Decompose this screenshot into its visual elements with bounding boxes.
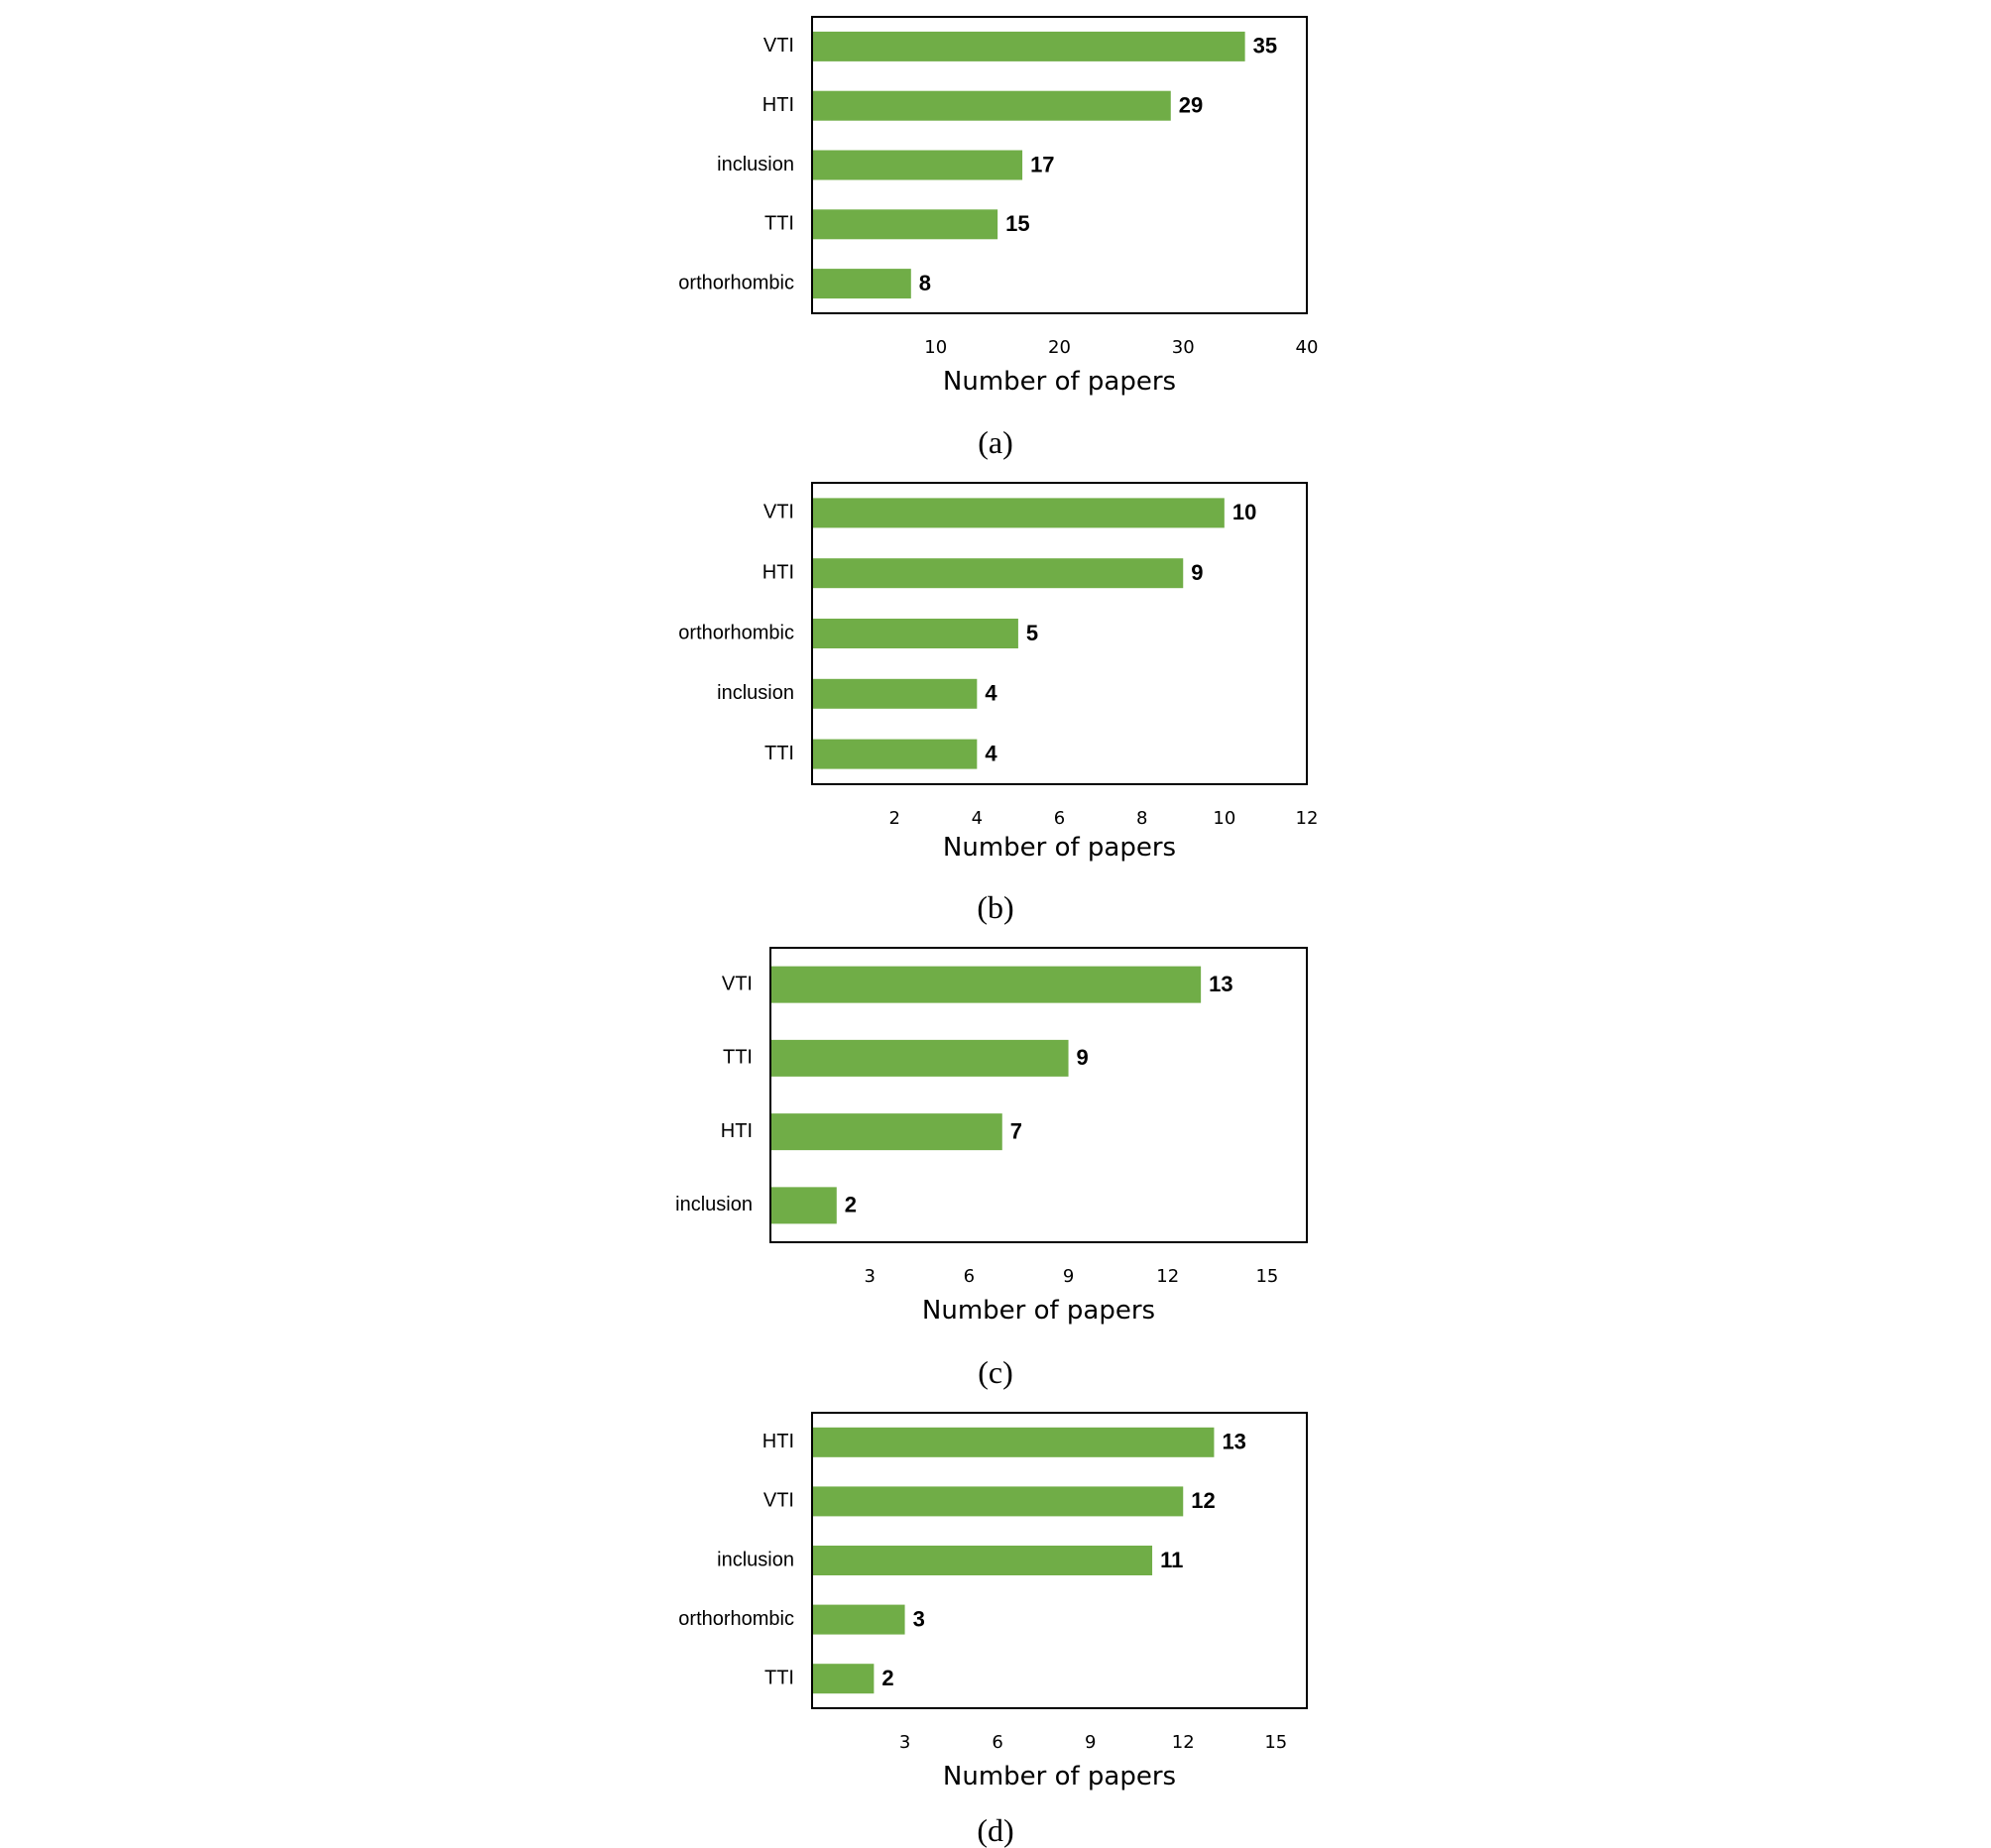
x-tick-label-d-4: 15 xyxy=(1264,1732,1287,1753)
data-label-d-3: 3 xyxy=(913,1606,925,1631)
x-axis-label-c: Number of papers xyxy=(922,1296,1155,1326)
x-tick-label-b-0: 2 xyxy=(888,808,899,829)
bar-a-1 xyxy=(813,90,1171,121)
bar-d-3 xyxy=(813,1604,905,1635)
bar-c-2 xyxy=(771,1113,1002,1151)
category-label-a-0: VTI xyxy=(763,35,794,57)
data-label-b-3: 4 xyxy=(985,681,997,706)
data-label-d-2: 11 xyxy=(1160,1548,1183,1572)
data-label-a-3: 15 xyxy=(1005,211,1029,236)
x-tick-label-d-2: 9 xyxy=(1085,1732,1096,1753)
category-label-d-2: inclusion xyxy=(717,1549,794,1570)
data-label-c-2: 7 xyxy=(1010,1118,1022,1143)
data-label-c-0: 13 xyxy=(1209,972,1232,996)
x-tick-label-c-1: 6 xyxy=(964,1266,975,1287)
data-label-c-1: 9 xyxy=(1077,1045,1089,1070)
x-tick-label-c-2: 9 xyxy=(1063,1266,1074,1287)
plot-frame-c xyxy=(769,947,1308,1243)
panel-caption-b: (b) xyxy=(977,889,1013,925)
bar-b-2 xyxy=(813,619,1018,648)
category-label-b-3: inclusion xyxy=(717,682,794,704)
bar-b-1 xyxy=(813,558,1184,589)
x-tick-label-c-3: 12 xyxy=(1156,1266,1179,1287)
category-label-d-4: TTI xyxy=(764,1667,794,1688)
data-label-b-0: 10 xyxy=(1232,500,1256,524)
category-label-c-0: VTI xyxy=(722,973,753,994)
bar-c-1 xyxy=(771,1039,1069,1077)
data-label-a-0: 35 xyxy=(1253,34,1277,58)
category-label-b-0: VTI xyxy=(763,502,794,523)
x-tick-label-b-5: 12 xyxy=(1296,808,1319,829)
x-tick-label-d-1: 6 xyxy=(992,1732,1002,1753)
bar-d-0 xyxy=(813,1427,1215,1457)
x-tick-label-d-3: 12 xyxy=(1172,1732,1195,1753)
category-label-a-4: orthorhombic xyxy=(678,272,794,293)
bar-c-0 xyxy=(771,966,1202,1003)
category-label-b-4: TTI xyxy=(764,743,794,764)
x-tick-label-a-2: 30 xyxy=(1172,337,1195,358)
bar-b-0 xyxy=(813,498,1225,528)
panel-caption-a: (a) xyxy=(978,424,1013,460)
x-tick-label-a-3: 40 xyxy=(1296,337,1319,358)
data-label-d-1: 12 xyxy=(1191,1488,1215,1513)
category-label-a-2: inclusion xyxy=(717,154,794,175)
category-label-c-3: inclusion xyxy=(675,1194,753,1215)
x-tick-label-d-0: 3 xyxy=(899,1732,910,1753)
chart-panel-b: VTI 10 HTI 9 orthorhombic 5 inclusion 4 TTI 4 2 4 6 8… xyxy=(678,482,1319,925)
category-label-d-0: HTI xyxy=(762,1431,794,1452)
category-label-c-1: TTI xyxy=(723,1047,753,1069)
x-tick-label-b-3: 8 xyxy=(1136,808,1147,829)
bar-b-4 xyxy=(813,739,978,769)
bar-a-0 xyxy=(813,31,1245,61)
chart-panel-a: VTI 35 HTI 29 inclusion 17 TTI 15 orthorhombic 8 1… xyxy=(678,16,1319,460)
data-label-a-4: 8 xyxy=(919,271,931,295)
chart-panel-d: HTI 13 VTI 12 inclusion 11 orthorhombic 3 TTI 2 3 6… xyxy=(678,1412,1308,1848)
bar-d-4 xyxy=(813,1664,875,1694)
category-label-c-2: HTI xyxy=(721,1120,753,1142)
plot-frame-d xyxy=(811,1412,1308,1709)
data-label-d-0: 13 xyxy=(1222,1430,1245,1454)
bar-d-1 xyxy=(813,1486,1184,1517)
bar-a-4 xyxy=(813,269,911,299)
category-label-a-3: TTI xyxy=(764,213,794,235)
category-label-d-3: orthorhombic xyxy=(678,1608,794,1630)
plot-frame-a xyxy=(811,16,1308,314)
data-label-c-3: 2 xyxy=(845,1193,857,1217)
data-label-a-2: 17 xyxy=(1030,152,1054,176)
category-label-b-1: HTI xyxy=(762,561,794,583)
bar-b-3 xyxy=(813,678,978,709)
category-label-a-1: HTI xyxy=(762,94,794,116)
x-tick-label-b-4: 10 xyxy=(1213,808,1235,829)
panel-caption-c: (c) xyxy=(978,1354,1013,1390)
bar-d-2 xyxy=(813,1546,1153,1575)
data-label-a-1: 29 xyxy=(1179,93,1203,118)
x-tick-label-c-0: 3 xyxy=(864,1266,875,1287)
data-label-d-4: 2 xyxy=(881,1666,893,1690)
bar-c-3 xyxy=(771,1187,837,1224)
x-tick-label-a-1: 20 xyxy=(1048,337,1071,358)
plot-frame-b xyxy=(811,482,1308,785)
bar-a-2 xyxy=(813,150,1023,180)
x-tick-label-c-4: 15 xyxy=(1255,1266,1278,1287)
bar-a-3 xyxy=(813,209,998,240)
x-tick-label-a-0: 10 xyxy=(924,337,947,358)
x-tick-label-b-1: 4 xyxy=(972,808,983,829)
data-label-b-4: 4 xyxy=(985,741,997,765)
data-label-b-1: 9 xyxy=(1191,560,1203,585)
x-axis-label-d: Number of papers xyxy=(943,1762,1176,1791)
x-axis-label-a: Number of papers xyxy=(943,367,1176,397)
x-axis-label-b: Number of papers xyxy=(943,833,1176,863)
category-label-d-1: VTI xyxy=(763,1490,794,1512)
data-label-b-2: 5 xyxy=(1026,621,1038,645)
x-tick-label-b-2: 6 xyxy=(1054,808,1065,829)
category-label-b-2: orthorhombic xyxy=(678,622,794,643)
panel-caption-d: (d) xyxy=(977,1812,1013,1848)
chart-panel-c: VTI 13 TTI 9 HTI 7 inclusion 2 3 6 9 12 15 Number of … xyxy=(675,947,1308,1390)
